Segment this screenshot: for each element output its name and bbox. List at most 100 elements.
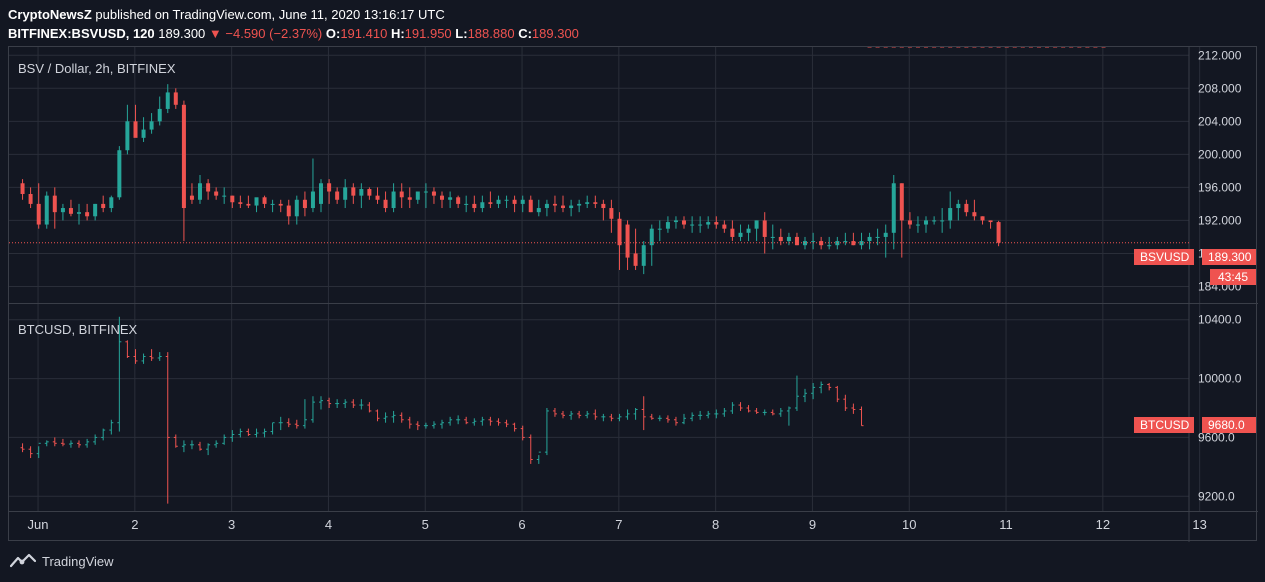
x-tick-label: 7 (615, 517, 622, 532)
candle-body (641, 245, 646, 266)
candle-body (488, 202, 493, 204)
candle-body (988, 220, 993, 223)
candle-body (980, 216, 985, 221)
candle-body (391, 191, 396, 209)
low-label: L: (455, 26, 468, 41)
candle-body (496, 199, 501, 204)
candle-body (673, 220, 678, 223)
bsv-pane-title: BSV / Dollar, 2h, BITFINEX (18, 61, 176, 76)
candle-body (60, 208, 65, 213)
candle-body (286, 205, 291, 217)
open-label: O: (325, 26, 341, 41)
chart-frame[interactable]: Jun2345678910111213184.000188.000192.000… (8, 46, 1258, 542)
x-tick-label: 12 (1096, 517, 1110, 532)
candle-body (585, 202, 590, 204)
bsv-y-tick-label: 212.000 (1198, 48, 1242, 62)
candle-body (996, 222, 1001, 243)
candle-body (375, 195, 380, 200)
candle-body (875, 236, 880, 238)
bsv-countdown-tag: 43:45 (1210, 269, 1256, 285)
x-tick-label: 9 (809, 517, 816, 532)
candle-body (746, 228, 751, 233)
candle-body (899, 183, 904, 221)
candle-body (940, 220, 945, 222)
candle-body (133, 121, 138, 138)
btc-y-tick-label: 9200.0 (1198, 489, 1235, 503)
candle-body (794, 236, 799, 246)
candle-body (601, 203, 606, 209)
bsv-price-tag: 189.300 (1202, 249, 1256, 265)
candle-body (851, 241, 856, 246)
last-price: 189.300 (158, 26, 206, 41)
candle-body (609, 208, 614, 219)
candle-body (536, 208, 541, 213)
candle-body (569, 205, 574, 209)
candle-body (770, 236, 775, 238)
candle-body (665, 222, 670, 229)
candle-body (351, 187, 356, 196)
candle-body (85, 212, 90, 217)
candle-body (819, 241, 824, 246)
tradingview-logo-icon (10, 553, 36, 568)
candle-body (36, 203, 41, 225)
candle-body (504, 199, 509, 201)
candle-body (343, 187, 348, 200)
candle-body (423, 191, 428, 193)
candle-body (577, 203, 582, 206)
x-tick-label: 3 (228, 517, 235, 532)
candle-body (625, 224, 630, 258)
candle-body (714, 222, 719, 225)
candle-body (189, 195, 194, 200)
x-tick-label: 6 (518, 517, 525, 532)
x-tick-label: 5 (422, 517, 429, 532)
symbol-label[interactable]: BITFINEX:BSVUSD, 120 (8, 26, 155, 41)
candle-body (786, 236, 791, 242)
bsv-y-tick-label: 208.000 (1198, 81, 1242, 95)
candle-body (738, 232, 743, 237)
bsv-y-tick-label: 196.000 (1198, 180, 1242, 194)
candle-body (891, 183, 896, 233)
candle-body (883, 232, 888, 237)
candle-body (956, 203, 961, 209)
candle-body (657, 228, 662, 230)
candle-body (690, 224, 695, 226)
candle-body (907, 220, 912, 225)
x-tick-label: 8 (712, 517, 719, 532)
candle-body (932, 220, 937, 222)
candle-body (681, 220, 686, 225)
candle-body (472, 203, 477, 209)
candle-body (117, 150, 122, 198)
candle-body (335, 191, 340, 200)
candle-body (972, 212, 977, 217)
candle-body (948, 208, 953, 221)
chart-canvas[interactable]: Jun2345678910111213184.000188.000192.000… (9, 47, 1258, 542)
bsv-y-tick-label: 200.000 (1198, 147, 1242, 161)
candle-body (464, 203, 469, 205)
candle-body (294, 199, 299, 217)
candle-body (415, 191, 420, 200)
candle-body (915, 224, 920, 226)
candle-body (399, 191, 404, 198)
candle-body (270, 203, 275, 205)
candle-body (456, 197, 461, 204)
publisher-name[interactable]: CryptoNewsZ (8, 7, 92, 22)
candle-body (197, 183, 202, 200)
ohlc-legend: BITFINEX:BSVUSD, 120 189.300 ▼ −4.590 (−… (8, 26, 579, 41)
candle-body (44, 195, 49, 225)
candle-body (359, 189, 364, 196)
candle-body (923, 220, 928, 225)
close-value: 189.300 (531, 26, 579, 41)
publish-info: CryptoNewsZ published on TradingView.com… (8, 7, 445, 22)
candle-body (20, 183, 25, 194)
tradingview-brand: TradingView (42, 553, 114, 569)
btc-y-tick-label: 9600.0 (1198, 430, 1235, 444)
candle-body (68, 208, 73, 214)
tradingview-footer[interactable]: TradingView (10, 553, 114, 569)
candle-body (173, 92, 178, 105)
candle-body (383, 199, 388, 209)
x-tick-label: 2 (131, 517, 138, 532)
open-value: 191.410 (340, 26, 388, 41)
candle-body (520, 199, 525, 204)
candle-body (407, 197, 412, 200)
bsv-y-tick-label: 204.000 (1198, 114, 1242, 128)
